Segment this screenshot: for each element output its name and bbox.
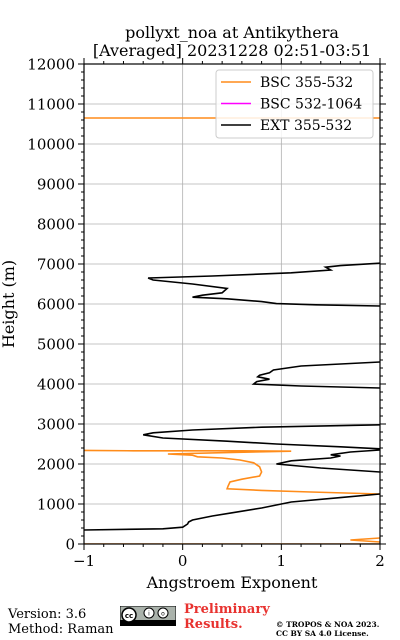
y-tick-label: 6000 <box>37 296 75 314</box>
y-tick-label: 4000 <box>37 376 75 394</box>
copyright-line1: © TROPOS & NOA 2023. <box>276 620 380 629</box>
y-tick-label: 9000 <box>37 176 75 194</box>
preliminary-notice: Preliminary Results. <box>184 602 270 632</box>
y-tick-label: 2000 <box>37 456 75 474</box>
legend-label: BSC 355-532 <box>260 75 353 91</box>
preliminary-line2: Results. <box>184 617 243 632</box>
legend-label: BSC 532-1064 <box>260 97 362 113</box>
y-tick-label: 3000 <box>37 416 75 434</box>
y-tick-label: 11000 <box>27 96 75 114</box>
copyright-line2: CC BY SA 4.0 License. <box>276 629 369 638</box>
chart-subtitle: [Averaged] 20231228 02:51-03:51 <box>92 41 372 60</box>
version-label: Version: 3.6 <box>8 607 87 622</box>
chart-title: pollyxt_noa at Antikythera <box>125 23 339 42</box>
method-label: Method: Raman <box>8 622 114 637</box>
y-tick-label: 0 <box>65 536 75 554</box>
y-tick-label: 7000 <box>37 256 75 274</box>
y-tick-label: 12000 <box>27 56 75 74</box>
y-tick-label: 1000 <box>37 496 75 514</box>
legend-box <box>215 69 374 139</box>
series-line-bsc-355-532 <box>84 117 380 544</box>
y-tick-label: 10000 <box>27 136 75 154</box>
plot-frame <box>83 63 381 545</box>
x-axis-label: Angstroem Exponent <box>146 573 318 592</box>
x-tick-label: 0 <box>178 552 188 570</box>
x-tick-label: 1 <box>277 552 287 570</box>
legend-label: EXT 355-532 <box>260 118 352 134</box>
series-line-ext-355-532 <box>84 262 380 531</box>
svg-text:i: i <box>148 611 150 618</box>
svg-text:cc: cc <box>125 612 133 620</box>
y-axis-label: Height (m) <box>0 260 18 348</box>
x-tick-label: 2 <box>375 552 385 570</box>
y-tick-label: 8000 <box>37 216 75 234</box>
copyright-notice: © TROPOS & NOA 2023. CC BY SA 4.0 Licens… <box>276 620 379 638</box>
preliminary-line1: Preliminary <box>184 602 270 617</box>
svg-text:o: o <box>161 611 165 618</box>
x-tick-label: −1 <box>73 552 95 570</box>
y-tick-label: 5000 <box>37 336 75 354</box>
cc-by-sa-license-icon: cc i o <box>120 606 176 626</box>
